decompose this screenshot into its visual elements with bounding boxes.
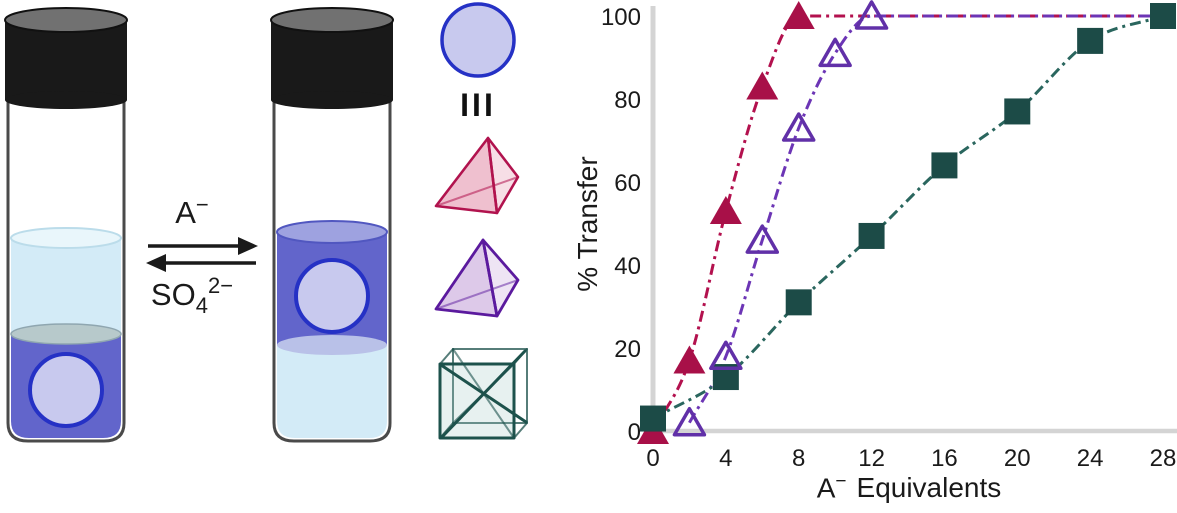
y-tick-label: 0 [628,419,641,446]
red-tetrahedron-icon [434,136,520,215]
marker-teal-filled-square [1150,3,1176,29]
purple-tetrahedron-icon [434,238,520,318]
y-tick-label: 60 [614,170,641,197]
marker-red-filled-triangle [782,1,815,29]
y-tick-label: 100 [601,4,641,31]
right-vial-cap-bottom [271,91,393,109]
y-axis-title: % Transfer [572,156,603,292]
legend-shapes: III [434,2,528,440]
left-vial-interface [10,323,122,345]
series-line-purple-open-triangle [688,14,1163,424]
marker-teal-filled-square [858,222,885,249]
marker-teal-filled-square [931,152,958,179]
forward-arrow-label: A− [175,192,209,230]
x-axis-title-rest: Equivalents [856,472,1002,504]
marker-teal-filled-square [1004,98,1031,125]
reverse-arrow-label: SO42− [151,273,233,318]
right-vial-interface [277,335,387,355]
marker-teal-filled-square [1077,27,1104,54]
x-tick-label: 24 [1077,445,1104,472]
x-tick-label: 20 [1004,445,1031,472]
right-vial-aqueous-layer [277,345,387,438]
equilibrium-arrows: A− SO42− [146,192,258,318]
x-axis-title-base: A [816,472,836,504]
left-vial-aqueous-surface [10,227,122,249]
left-vial-cap-bottom [5,91,127,109]
marker-red-filled-triangle [709,196,742,225]
left-vial-cap [5,20,127,100]
x-tick-label: 16 [931,445,958,472]
marker-teal-filled-square [640,405,666,432]
marker-red-filled-triangle [673,345,706,374]
x-axis-title-sup: − [835,471,847,492]
marker-purple-open-triangle [818,37,852,68]
forward-arrow-icon [148,237,258,255]
x-tick-label: 12 [858,445,885,472]
marker-purple-open-triangle [854,0,889,30]
right-vial-cap [271,20,393,100]
left-vial-cap-top [4,7,128,33]
series-line-teal-filled-square [652,14,1164,420]
x-tick-label: 8 [792,445,805,472]
y-tick-label: 40 [614,253,641,280]
marker-red-filled-triangle [746,71,779,100]
x-tick-label: 0 [646,445,659,472]
reverse-arrow-icon [146,254,256,272]
y-tick-label: 20 [614,336,641,363]
x-tick-label: 4 [719,445,732,472]
teal-cube-icon [438,348,528,440]
host-label: III [460,87,496,123]
x-tick-label: 28 [1150,445,1177,472]
left-vial [4,7,128,443]
marker-teal-filled-square [785,289,812,316]
y-tick-label: 80 [614,87,641,114]
marker-purple-open-triangle [781,112,816,142]
left-vial-aqueous-layer [11,238,121,336]
host-circle-icon [440,2,516,78]
transfer-scheme: A− SO42− [4,2,528,443]
marker-purple-open-triangle [672,406,707,437]
marker-purple-open-triangle [745,224,780,254]
x-axis-title: A− Equivalents [653,471,1165,504]
right-vial-cap-top [270,7,394,33]
right-vial [270,7,394,443]
right-vial-organic-surface [276,220,388,244]
left-vial-host-circle [28,352,104,428]
right-vial-host-circle [294,258,370,334]
marker-purple-open-triangle [709,340,743,371]
